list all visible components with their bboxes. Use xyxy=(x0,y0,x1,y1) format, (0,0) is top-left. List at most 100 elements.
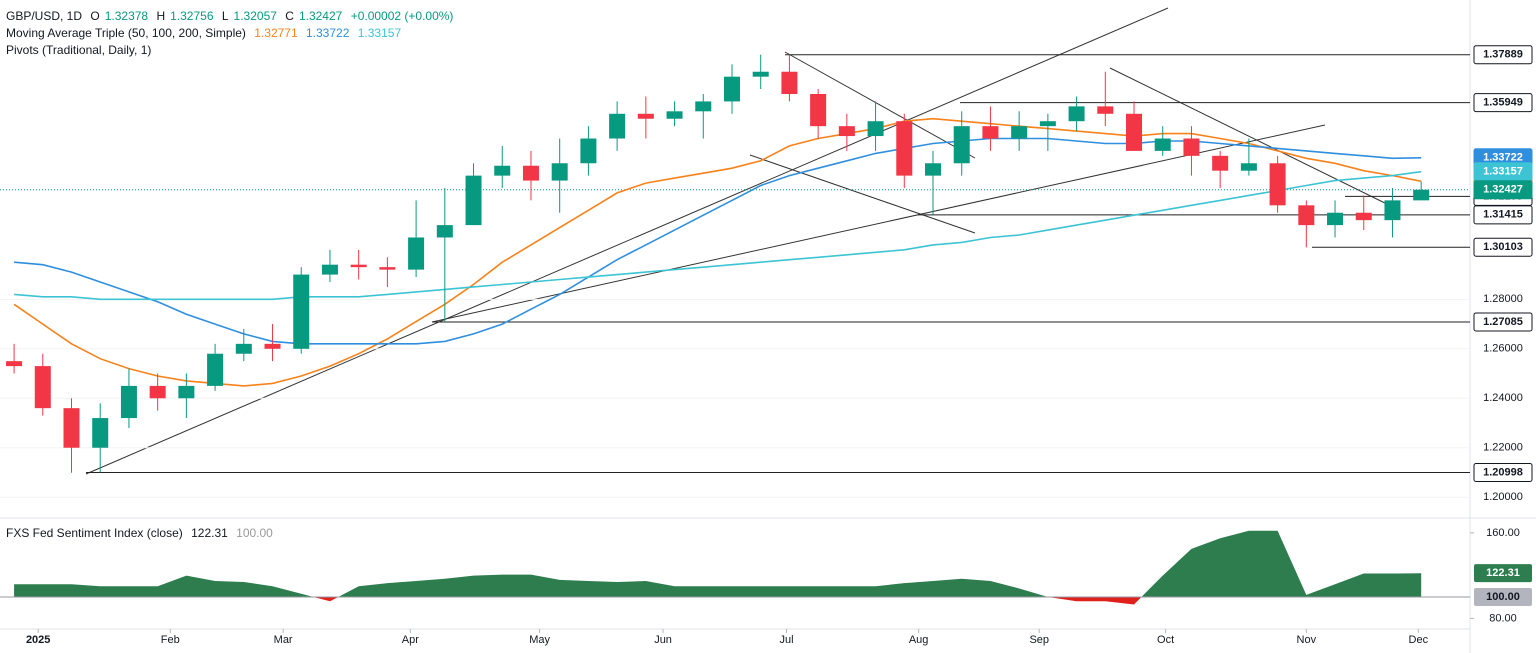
sentiment-label: 122.31 xyxy=(1486,567,1520,579)
candle-body xyxy=(494,165,511,176)
x-tick-label: Jun xyxy=(654,634,672,646)
candle-body xyxy=(149,385,166,399)
change: +0.00002 (+0.00%) xyxy=(350,9,454,23)
candle-body xyxy=(1355,212,1372,221)
candle-body xyxy=(522,165,539,181)
trend-line xyxy=(749,154,976,234)
sentiment-tick-label: 160.00 xyxy=(1486,527,1520,539)
price-label-box xyxy=(1473,463,1533,483)
candle-body xyxy=(781,71,798,94)
sentiment-legend: FXS Fed Sentiment Index (close) 122.31 1… xyxy=(6,526,278,540)
candle-body xyxy=(235,343,252,354)
symbol: GBP/USD, 1D xyxy=(6,9,83,23)
price-label-box xyxy=(1473,312,1533,332)
trend-line xyxy=(85,7,1169,475)
ma-title: Moving Average Triple (50, 100, 200, Sim… xyxy=(6,26,246,40)
price-label: 1.33157 xyxy=(1483,166,1523,178)
candle-body xyxy=(1068,106,1085,122)
candle-body xyxy=(350,264,367,268)
x-tick-label: Dec xyxy=(1409,634,1429,646)
candle-body xyxy=(63,408,80,448)
y-tick-label: 1.20000 xyxy=(1483,491,1523,503)
ohlc-label: H xyxy=(156,9,166,23)
x-tick-label: Jul xyxy=(780,634,794,646)
candle-body xyxy=(580,138,597,164)
ma-value: 1.33722 xyxy=(306,26,350,40)
candle-body xyxy=(810,94,827,127)
candle-body xyxy=(465,175,482,226)
candle-body xyxy=(1413,189,1430,201)
candle-body xyxy=(1126,113,1143,151)
candle-body xyxy=(982,126,999,139)
price-label: 1.32427 xyxy=(1483,184,1523,196)
candle-body xyxy=(695,101,712,112)
candle-body xyxy=(1097,106,1114,114)
y-tick-label: 1.22000 xyxy=(1483,442,1523,454)
x-tick-label: Aug xyxy=(909,634,929,646)
y-tick-label: 1.24000 xyxy=(1483,392,1523,404)
candle-body xyxy=(1011,126,1028,139)
x-tick-label: Feb xyxy=(161,634,180,646)
x-tick-label: Oct xyxy=(1157,634,1174,646)
ma-value: 1.33157 xyxy=(357,26,402,40)
candle-body xyxy=(92,418,109,448)
x-tick-label: Mar xyxy=(274,634,293,646)
ma-value: 1.32771 xyxy=(254,26,298,40)
price-label-box xyxy=(1473,45,1533,65)
price-label-box xyxy=(1473,237,1533,257)
candle-body xyxy=(723,76,740,102)
x-tick-label: Sep xyxy=(1029,634,1049,646)
price-label: 1.30103 xyxy=(1483,241,1523,253)
candle-body xyxy=(1212,155,1229,171)
price-label: 1.27085 xyxy=(1483,316,1523,328)
candle-body xyxy=(953,126,970,164)
sentiment-base: 100.00 xyxy=(236,526,273,540)
ohlc-value: 1.32057 xyxy=(233,9,277,23)
ohlc-label: O xyxy=(90,9,100,23)
moving-average xyxy=(14,170,1422,301)
candle-body xyxy=(207,353,224,386)
ohlc-label: L xyxy=(221,9,229,23)
x-tick-label: May xyxy=(529,634,550,646)
ohlc-value: 1.32756 xyxy=(170,9,214,23)
candle-body xyxy=(120,385,137,419)
candle-body xyxy=(436,225,453,238)
candle-body xyxy=(178,385,195,399)
ohlc-value: 1.32378 xyxy=(104,9,149,23)
y-tick-label: 1.26000 xyxy=(1483,343,1523,355)
candle-body xyxy=(925,163,942,176)
candle-body xyxy=(379,267,396,270)
candle-body xyxy=(1183,138,1200,156)
trend-line xyxy=(784,51,976,159)
candle-body xyxy=(408,237,425,270)
candle-body xyxy=(34,366,51,409)
candle-body xyxy=(6,361,23,367)
price-label: 1.20998 xyxy=(1483,466,1523,478)
candle-body xyxy=(264,343,281,349)
price-label-box xyxy=(1473,93,1533,113)
moving-average xyxy=(14,137,1422,345)
candle-body xyxy=(1240,163,1257,171)
candle-body xyxy=(896,121,913,176)
pivots-legend: Pivots (Traditional, Daily, 1) xyxy=(6,43,156,57)
candle-body xyxy=(1154,138,1171,151)
candle-body xyxy=(637,113,654,119)
sentiment-area-up xyxy=(14,530,1422,598)
candle-body xyxy=(551,163,568,181)
candle-body xyxy=(321,264,338,275)
candle-body xyxy=(609,113,626,139)
candle-body xyxy=(838,126,855,137)
price-label-box xyxy=(1473,205,1533,225)
trend-lines xyxy=(85,7,1396,475)
price-label: 1.31415 xyxy=(1483,209,1523,221)
candle-body xyxy=(1327,212,1344,226)
pivots-title: Pivots (Traditional, Daily, 1) xyxy=(6,43,152,57)
moving-average xyxy=(13,117,1422,387)
price-label-box xyxy=(1473,180,1533,200)
price-label: 1.37889 xyxy=(1483,49,1523,61)
sentiment-label-box xyxy=(1474,564,1532,583)
candle-body xyxy=(666,111,683,119)
sentiment-label: 100.00 xyxy=(1486,591,1520,603)
